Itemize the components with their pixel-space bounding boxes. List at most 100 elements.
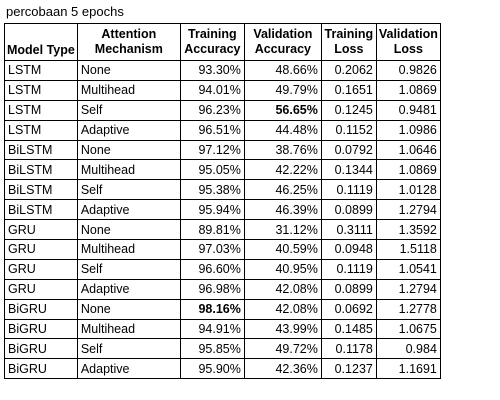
cell-validation-loss[interactable]: 1.0541 <box>375 258 441 280</box>
cell-model-type[interactable]: LSTM <box>4 99 78 121</box>
cell-training-loss[interactable]: 0.2062 <box>320 60 377 81</box>
header-model-type[interactable]: Model Type <box>4 23 78 61</box>
cell-training-accuracy[interactable]: 94.01% <box>179 79 245 101</box>
cell-model-type[interactable]: LSTM <box>4 119 78 141</box>
cell-training-accuracy[interactable]: 96.23% <box>179 99 245 121</box>
cell-model-type[interactable]: BiLSTM <box>4 159 78 181</box>
cell-validation-loss[interactable]: 1.0646 <box>375 139 441 161</box>
cell-training-accuracy[interactable]: 95.05% <box>179 159 245 181</box>
cell-validation-accuracy[interactable]: 42.22% <box>243 159 322 181</box>
cell-attention-mechanism[interactable]: Adaptive <box>76 199 181 221</box>
cell-training-accuracy[interactable]: 93.30% <box>179 60 245 81</box>
header-attention-mechanism[interactable]: Attention Mechanism <box>76 23 181 61</box>
cell-training-loss[interactable]: 0.1651 <box>320 79 377 101</box>
header-training-loss[interactable]: Training Loss <box>320 23 377 61</box>
cell-validation-accuracy[interactable]: 42.08% <box>243 298 322 320</box>
cell-validation-loss[interactable]: 1.2794 <box>375 199 441 221</box>
cell-validation-accuracy[interactable]: 43.99% <box>243 318 322 340</box>
cell-attention-mechanism[interactable]: None <box>76 139 181 161</box>
cell-attention-mechanism[interactable]: Adaptive <box>76 358 181 380</box>
cell-attention-mechanism[interactable]: Self <box>76 99 181 121</box>
cell-model-type[interactable]: BiLSTM <box>4 139 78 161</box>
header-validation-loss[interactable]: Validation Loss <box>375 23 441 61</box>
cell-training-accuracy[interactable]: 95.90% <box>179 358 245 380</box>
cell-training-accuracy[interactable]: 97.12% <box>179 139 245 161</box>
header-training-accuracy[interactable]: Training Accuracy <box>179 23 245 61</box>
cell-model-type[interactable]: GRU <box>4 278 78 300</box>
cell-training-loss[interactable]: 0.0692 <box>320 298 377 320</box>
cell-training-loss[interactable]: 0.3111 <box>320 219 377 241</box>
cell-training-accuracy[interactable]: 96.51% <box>179 119 245 141</box>
cell-model-type[interactable]: BiLSTM <box>4 199 78 221</box>
cell-attention-mechanism[interactable]: Self <box>76 179 181 201</box>
cell-validation-loss[interactable]: 1.2794 <box>375 278 441 300</box>
cell-attention-mechanism[interactable]: Multihead <box>76 318 181 340</box>
cell-model-type[interactable]: GRU <box>4 258 78 280</box>
cell-training-loss[interactable]: 0.1485 <box>320 318 377 340</box>
cell-attention-mechanism[interactable]: None <box>76 60 181 81</box>
cell-validation-loss[interactable]: 1.0869 <box>375 79 441 101</box>
header-validation-accuracy[interactable]: Validation Accuracy <box>243 23 322 61</box>
cell-training-accuracy[interactable]: 89.81% <box>179 219 245 241</box>
cell-training-loss[interactable]: 0.0899 <box>320 278 377 300</box>
cell-validation-loss[interactable]: 1.5118 <box>375 239 441 260</box>
cell-training-loss[interactable]: 0.1237 <box>320 358 377 380</box>
cell-validation-accuracy[interactable]: 42.08% <box>243 278 322 300</box>
cell-training-accuracy[interactable]: 97.03% <box>179 239 245 260</box>
cell-model-type[interactable]: GRU <box>4 219 78 241</box>
cell-validation-loss[interactable]: 0.9481 <box>375 99 441 121</box>
cell-model-type[interactable]: LSTM <box>4 79 78 101</box>
cell-validation-accuracy[interactable]: 40.95% <box>243 258 322 280</box>
cell-validation-loss[interactable]: 1.1691 <box>375 358 441 380</box>
cell-training-accuracy[interactable]: 96.98% <box>179 278 245 300</box>
cell-attention-mechanism[interactable]: None <box>76 219 181 241</box>
cell-validation-loss[interactable]: 0.984 <box>375 338 441 360</box>
cell-validation-accuracy[interactable]: 49.79% <box>243 79 322 101</box>
cell-validation-loss[interactable]: 1.0128 <box>375 179 441 201</box>
cell-validation-accuracy[interactable]: 48.66% <box>243 60 322 81</box>
cell-validation-loss[interactable]: 1.3592 <box>375 219 441 241</box>
cell-attention-mechanism[interactable]: Multihead <box>76 159 181 181</box>
cell-validation-accuracy[interactable]: 38.76% <box>243 139 322 161</box>
cell-model-type[interactable]: BiGRU <box>4 318 78 340</box>
cell-training-loss[interactable]: 0.1152 <box>320 119 377 141</box>
cell-validation-accuracy[interactable]: 46.25% <box>243 179 322 201</box>
cell-validation-accuracy[interactable]: 56.65% <box>243 99 322 121</box>
cell-validation-loss[interactable]: 1.0675 <box>375 318 441 340</box>
cell-training-accuracy[interactable]: 98.16% <box>179 298 245 320</box>
cell-validation-accuracy[interactable]: 44.48% <box>243 119 322 141</box>
cell-model-type[interactable]: BiGRU <box>4 358 78 380</box>
cell-training-accuracy[interactable]: 95.38% <box>179 179 245 201</box>
cell-model-type[interactable]: GRU <box>4 239 78 260</box>
cell-training-loss[interactable]: 0.0792 <box>320 139 377 161</box>
cell-training-loss[interactable]: 0.1119 <box>320 179 377 201</box>
cell-training-accuracy[interactable]: 95.85% <box>179 338 245 360</box>
cell-training-accuracy[interactable]: 95.94% <box>179 199 245 221</box>
cell-validation-loss[interactable]: 1.0986 <box>375 119 441 141</box>
cell-model-type[interactable]: LSTM <box>4 60 78 81</box>
cell-attention-mechanism[interactable]: None <box>76 298 181 320</box>
cell-training-loss[interactable]: 0.0899 <box>320 199 377 221</box>
cell-model-type[interactable]: BiLSTM <box>4 179 78 201</box>
cell-training-loss[interactable]: 0.0948 <box>320 239 377 260</box>
cell-training-accuracy[interactable]: 96.60% <box>179 258 245 280</box>
cell-validation-loss[interactable]: 1.2778 <box>375 298 441 320</box>
cell-training-loss[interactable]: 0.1119 <box>320 258 377 280</box>
cell-validation-accuracy[interactable]: 49.72% <box>243 338 322 360</box>
cell-validation-accuracy[interactable]: 46.39% <box>243 199 322 221</box>
cell-validation-accuracy[interactable]: 40.59% <box>243 239 322 260</box>
cell-attention-mechanism[interactable]: Adaptive <box>76 119 181 141</box>
cell-validation-accuracy[interactable]: 31.12% <box>243 219 322 241</box>
cell-attention-mechanism[interactable]: Self <box>76 258 181 280</box>
cell-validation-accuracy[interactable]: 42.36% <box>243 358 322 380</box>
cell-model-type[interactable]: BiGRU <box>4 298 78 320</box>
cell-training-loss[interactable]: 0.1178 <box>320 338 377 360</box>
cell-validation-loss[interactable]: 1.0869 <box>375 159 441 181</box>
cell-training-loss[interactable]: 0.1344 <box>320 159 377 181</box>
cell-model-type[interactable]: BiGRU <box>4 338 78 360</box>
cell-attention-mechanism[interactable]: Adaptive <box>76 278 181 300</box>
cell-training-loss[interactable]: 0.1245 <box>320 99 377 121</box>
cell-attention-mechanism[interactable]: Self <box>76 338 181 360</box>
cell-attention-mechanism[interactable]: Multihead <box>76 239 181 260</box>
cell-attention-mechanism[interactable]: Multihead <box>76 79 181 101</box>
